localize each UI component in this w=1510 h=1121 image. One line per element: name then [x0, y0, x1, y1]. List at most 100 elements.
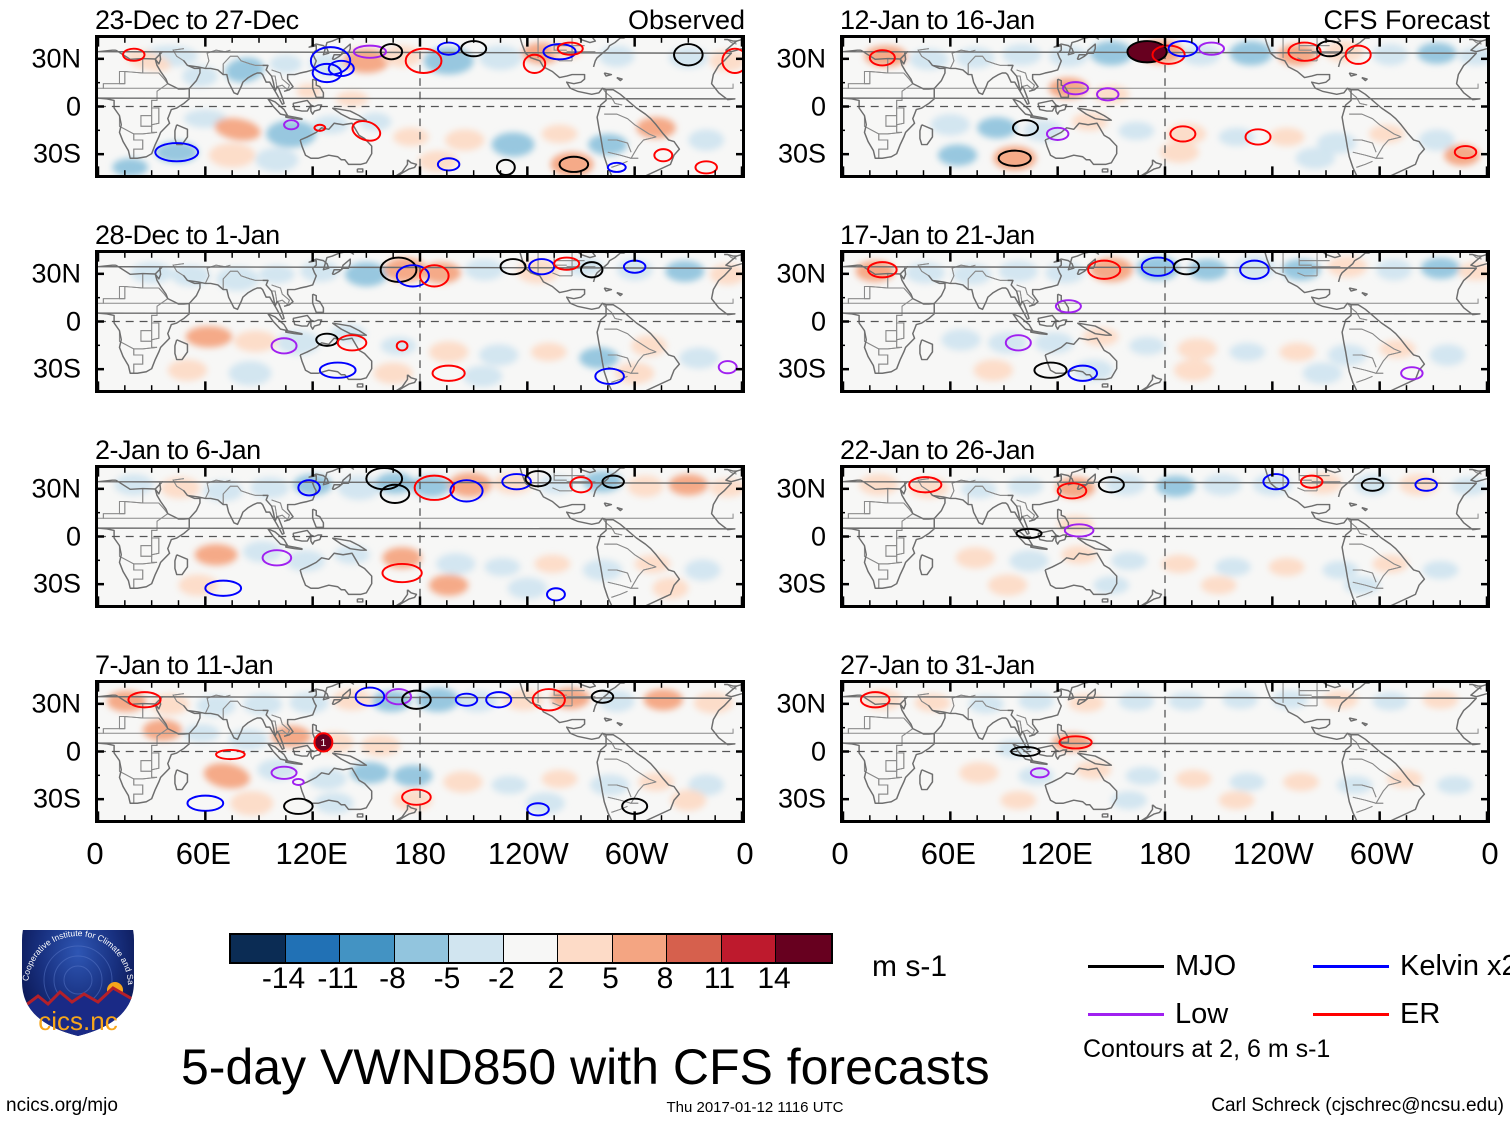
legend-label-mjo: MJO — [1175, 950, 1237, 982]
panel-4: 7-Jan to 11-Jan 1 30N 0 30S — [31, 650, 745, 823]
y-tick-label: 30S — [777, 353, 826, 384]
colorbar-segment — [558, 935, 613, 962]
colorbar-tick-label: 14 — [757, 962, 791, 995]
y-tick-label: 30N — [31, 688, 81, 719]
panel-title: 23-Dec to 27-Dec — [95, 5, 299, 35]
map-plot-area — [95, 250, 745, 393]
colorbar-tick-label: 11 — [703, 962, 736, 995]
colorbar-segment — [667, 935, 722, 962]
legend-label-low: Low — [1175, 998, 1229, 1030]
y-tick-label: 30S — [777, 138, 826, 169]
legend-entry-er: ER — [1313, 1000, 1440, 1029]
y-tick-label: 30S — [32, 353, 81, 384]
legend-line-er — [1313, 1013, 1389, 1016]
y-tick-label: 30S — [777, 568, 826, 599]
colorbar-segment — [285, 935, 340, 962]
panel-title: 22-Jan to 26-Jan — [840, 435, 1035, 465]
colorbar-segment — [612, 935, 667, 962]
footer-left[interactable]: ncics.org/mjo — [6, 1095, 118, 1116]
colorbar-tick-label: 2 — [547, 962, 565, 995]
x-tick-label: 180 — [394, 836, 446, 871]
y-tick-label: 0 — [810, 521, 826, 551]
y-tick-label: 0 — [810, 736, 826, 766]
y-tick-label: 0 — [810, 306, 826, 336]
y-tick-label: 0 — [65, 306, 81, 336]
colorbar-segment — [449, 935, 504, 962]
panel-1: 23-Dec to 27-Dec Observed 30N 0 30S — [31, 5, 745, 178]
x-tick-label: 60E — [920, 836, 976, 871]
panel-8: 27-Jan to 31-Jan 30N 0 30S — [776, 650, 1490, 823]
x-tick-label: 180 — [1139, 836, 1191, 871]
cics-nc-logo: Cooperative Institute for Climate and Sa… — [12, 884, 142, 1038]
panel-title: 12-Jan to 16-Jan — [840, 5, 1035, 35]
x-tick-label: 120W — [487, 836, 569, 871]
y-tick-label: 30N — [31, 43, 81, 74]
y-tick-label: 30N — [776, 688, 826, 719]
panel-7: 22-Jan to 26-Jan 30N 0 30S — [776, 435, 1490, 608]
colorbar-tick-label: -2 — [488, 962, 515, 995]
map-plot-area — [95, 465, 745, 608]
figure-title: 5-day VWND850 with CFS forecasts — [181, 1039, 990, 1095]
colorbar-tick-label: -11 — [317, 962, 359, 995]
y-tick-label: 30S — [32, 138, 81, 169]
colorbar-tick-label: 5 — [602, 962, 619, 995]
y-tick-label: 30N — [776, 43, 826, 74]
legend-label-kelvin: Kelvin x2 — [1400, 950, 1510, 982]
x-tick-label: 0 — [736, 836, 754, 871]
logo-wordmark: cics.nc — [38, 1006, 117, 1036]
legend-entry-mjo: MJO — [1088, 952, 1236, 981]
y-tick-label: 0 — [65, 736, 81, 766]
y-tick-label: 30S — [32, 783, 81, 814]
x-tick-label: 0 — [86, 836, 104, 871]
map-plot-area — [840, 680, 1490, 823]
map-plot-area: 1 — [95, 680, 745, 823]
panel-title: 7-Jan to 11-Jan — [95, 650, 274, 680]
x-tick-label: 120E — [275, 836, 348, 871]
panel-title: 17-Jan to 21-Jan — [840, 220, 1035, 250]
x-tick-label: 60W — [1349, 836, 1414, 871]
colorbar-segment — [231, 935, 286, 962]
map-plot-area — [95, 35, 745, 178]
colorbar-units-label: m s-1 — [872, 950, 947, 983]
panel-6: 17-Jan to 21-Jan 30N 0 30S — [776, 220, 1490, 393]
panel-3: 2-Jan to 6-Jan 30N 0 30S — [31, 435, 745, 608]
legend-label-er: ER — [1400, 998, 1441, 1030]
y-tick-label: 0 — [65, 521, 81, 551]
x-tick-label: 60E — [175, 836, 231, 871]
y-tick-label: 0 — [810, 91, 826, 121]
panel-title: 28-Dec to 1-Jan — [95, 220, 280, 250]
y-tick-label: 30N — [776, 258, 826, 289]
y-tick-label: 30N — [31, 473, 81, 504]
y-tick-label: 30S — [777, 783, 826, 814]
column-header: Observed — [627, 5, 745, 35]
y-tick-label: 30S — [32, 568, 81, 599]
svg-text:1: 1 — [320, 737, 326, 749]
colorbar-tick-label: -8 — [379, 962, 406, 995]
colorbar-segment — [721, 935, 776, 962]
y-tick-label: 30N — [776, 473, 826, 504]
colorbar-segment — [776, 935, 831, 962]
colorbar-tick-label: -5 — [433, 962, 461, 995]
colorbar — [229, 933, 833, 964]
colorbar-tick-label: -14 — [261, 962, 306, 995]
legend-line-low — [1088, 1013, 1164, 1016]
legend-entry-kelvin: Kelvin x2 — [1313, 952, 1510, 981]
colorbar-tick-label: 8 — [656, 962, 674, 995]
y-tick-label: 0 — [65, 91, 81, 121]
x-tick-label: 0 — [831, 836, 849, 871]
panel-title: 27-Jan to 31-Jan — [840, 650, 1035, 680]
x-tick-label: 60W — [604, 836, 669, 871]
contour-level-note: Contours at 2, 6 m s-1 — [1083, 1035, 1331, 1063]
colorbar-segment — [503, 935, 558, 962]
colorbar-segment — [394, 935, 449, 962]
footer-right: Carl Schreck (cjschrec@ncsu.edu) — [1211, 1095, 1504, 1116]
panel-2: 28-Dec to 1-Jan 30N 0 30S — [31, 220, 745, 393]
panel-5: 12-Jan to 16-Jan CFS Forecast 30N 0 30S — [776, 5, 1490, 178]
legend-line-mjo — [1088, 965, 1164, 968]
x-tick-label: 0 — [1481, 836, 1499, 871]
map-plot-area — [840, 35, 1490, 178]
x-tick-label: 120W — [1232, 836, 1314, 871]
legend-entry-low: Low — [1088, 1000, 1228, 1029]
panel-title: 2-Jan to 6-Jan — [95, 435, 261, 465]
x-tick-label: 120E — [1020, 836, 1093, 871]
